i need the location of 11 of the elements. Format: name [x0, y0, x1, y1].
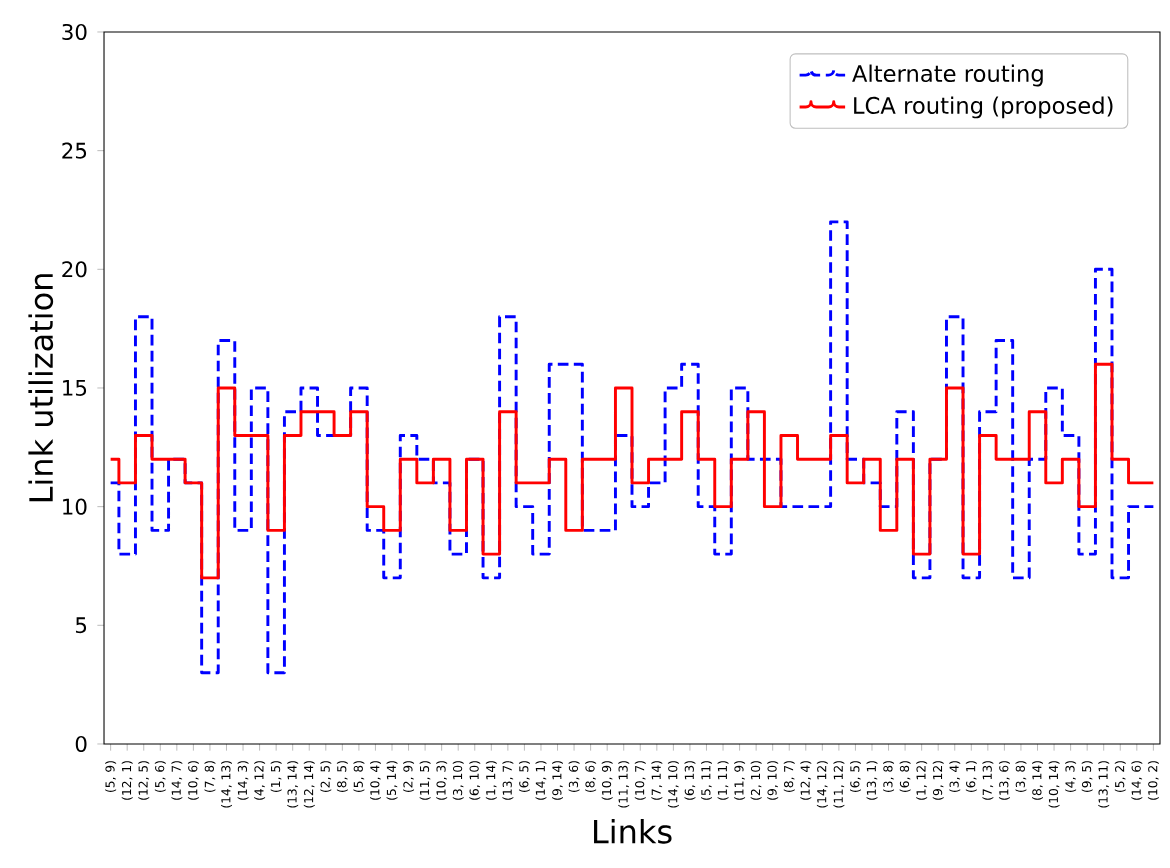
y-tick-label: 25 [62, 142, 87, 159]
legend-label: LCA routing (proposed) [854, 96, 1113, 119]
y-axis-title: Link utilization [28, 274, 54, 502]
y-tick-label: 15 [63, 380, 87, 396]
y-tick-label: 10 [63, 498, 87, 515]
y-tick-label: 20 [62, 261, 87, 278]
y-tick-label: 30 [62, 23, 87, 41]
x-axis-title: Links [594, 818, 672, 844]
y-tick-label: 0 [75, 735, 87, 753]
legend-label: Alternate routing [852, 64, 1043, 87]
y-tick-label: 5 [75, 617, 87, 634]
